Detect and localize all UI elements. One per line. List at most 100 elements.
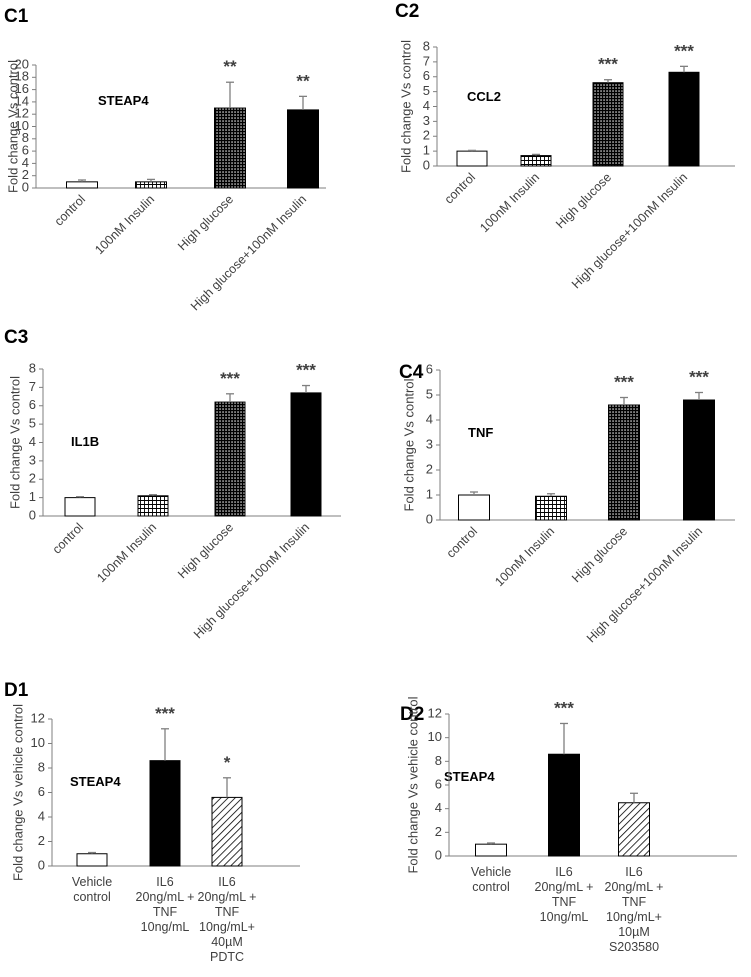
y-tick-label: 3: [29, 452, 36, 467]
y-tick-label: 1: [423, 143, 430, 158]
y-tick-label: 12: [15, 106, 29, 121]
panel-label: D2: [400, 704, 424, 725]
y-tick-label: 20: [15, 56, 29, 71]
x-tick-label-line: IL6: [625, 865, 642, 879]
significance-label: ***: [155, 704, 175, 723]
x-tick-label: Vehicle control: [471, 865, 511, 894]
y-axis-label: Fold change Vs vehicle control: [10, 704, 25, 881]
y-tick-label: 6: [38, 784, 45, 799]
y-tick-label: 16: [15, 81, 29, 96]
y-tick-label: 8: [435, 753, 442, 768]
x-tick-label: Vehicle control: [72, 875, 112, 904]
y-tick-label: 4: [29, 434, 36, 449]
significance-label: **: [223, 57, 237, 76]
y-tick-label: 0: [423, 157, 430, 172]
x-tick-label-line: Vehicle: [471, 865, 511, 879]
panel-label: C3: [4, 327, 28, 348]
y-tick-label: 5: [426, 386, 433, 401]
bar: [137, 495, 169, 517]
y-tick-label: 6: [435, 776, 442, 791]
y-tick-label: 7: [29, 379, 36, 394]
x-tick-label: 100nM Insulin: [92, 192, 157, 257]
y-tick-label: 6: [22, 143, 29, 158]
y-tick-label: 1: [29, 489, 36, 504]
gene-label: CCL2: [467, 89, 501, 104]
gene-label: STEAP4: [70, 774, 121, 789]
y-tick-label: 0: [22, 179, 29, 194]
y-tick-label: 6: [29, 397, 36, 412]
y-tick-label: 0: [38, 857, 45, 872]
y-tick-label: 0: [435, 847, 442, 862]
x-tick-label: High glucose+100nM Insulin: [188, 192, 309, 313]
x-tick-label-line: 20ng/mL +: [605, 880, 664, 894]
x-tick-label-line: 10µM: [618, 925, 650, 939]
y-axis-label: Fold change Vs control: [401, 378, 416, 511]
y-tick-label: 4: [435, 800, 442, 815]
y-tick-label: 2: [435, 824, 442, 839]
x-tick-label-line: IL6: [555, 865, 572, 879]
significance-label: ***: [674, 41, 694, 60]
x-tick-label-line: 20ng/mL +: [198, 890, 257, 904]
significance-label: **: [296, 71, 310, 90]
x-tick-label-line: TNF: [153, 905, 178, 919]
y-tick-label: 8: [29, 360, 36, 375]
significance-label: ***: [689, 368, 709, 387]
y-tick-label: 10: [428, 729, 442, 744]
y-tick-label: 2: [22, 167, 29, 182]
panel-label: C2: [395, 1, 419, 22]
x-tick-label: IL6 20ng/mL + TNF 10ng/mL+ 40µM PDTC: [198, 875, 257, 964]
y-tick-label: 5: [423, 83, 430, 98]
bar: [668, 71, 700, 167]
y-tick-label: 10: [31, 735, 45, 750]
x-tick-label-line: IL6: [218, 875, 235, 889]
significance-label: *: [224, 753, 231, 772]
x-tick-label: control: [442, 170, 478, 206]
x-tick-label-line: TNF: [215, 905, 240, 919]
bar: [520, 155, 552, 167]
x-tick-label-line: PDTC: [210, 950, 244, 964]
significance-label: ***: [614, 373, 634, 392]
y-tick-label: 2: [426, 461, 433, 476]
gene-label: STEAP4: [98, 93, 149, 108]
bar: [214, 401, 246, 517]
bar: [149, 760, 181, 867]
bar: [214, 107, 246, 189]
gene-label: IL1B: [71, 434, 99, 449]
bar: [475, 843, 507, 857]
y-tick-label: 1: [426, 486, 433, 501]
x-tick-label-line: 20ng/mL +: [535, 880, 594, 894]
y-axis-label: Fold change Vs control: [398, 40, 413, 173]
y-tick-label: 2: [38, 833, 45, 848]
y-tick-label: 4: [423, 98, 430, 113]
y-tick-label: 2: [423, 128, 430, 143]
y-tick-label: 12: [31, 710, 45, 725]
y-tick-label: 3: [423, 113, 430, 128]
x-tick-label: control: [52, 192, 88, 228]
x-tick-label: control: [50, 520, 86, 556]
x-tick-label-line: control: [472, 880, 510, 894]
bar: [592, 82, 624, 167]
y-tick-label: 10: [15, 118, 29, 133]
bar: [287, 109, 319, 189]
significance-label: ***: [296, 361, 316, 380]
x-tick-label-line: Vehicle: [72, 875, 112, 889]
bar: [211, 796, 243, 867]
gene-label: STEAP4: [444, 769, 495, 784]
y-axis-label: Fold change Vs control: [7, 376, 22, 509]
bar: [548, 753, 580, 857]
panel-label: D1: [4, 680, 29, 701]
bar: [458, 494, 490, 521]
y-tick-label: 0: [29, 507, 36, 522]
gene-label: TNF: [468, 425, 493, 440]
y-tick-label: 6: [426, 361, 433, 376]
x-tick-label-line: IL6: [156, 875, 173, 889]
bar: [66, 181, 98, 189]
x-tick-label-line: control: [73, 890, 111, 904]
y-tick-label: 18: [15, 69, 29, 84]
chart-panel-c4: C4 TNF Fold change Vs control 0 1 2 3 4 5 6 contro…: [399, 361, 735, 645]
chart-panel-c3: C3 IL1B Fold change Vs control 0 1 2 3 4 5 6 7 8 con…: [4, 327, 341, 641]
x-tick-label-line: 10ng/mL: [540, 910, 589, 924]
y-tick-label: 12: [428, 705, 442, 720]
bar: [608, 404, 640, 521]
